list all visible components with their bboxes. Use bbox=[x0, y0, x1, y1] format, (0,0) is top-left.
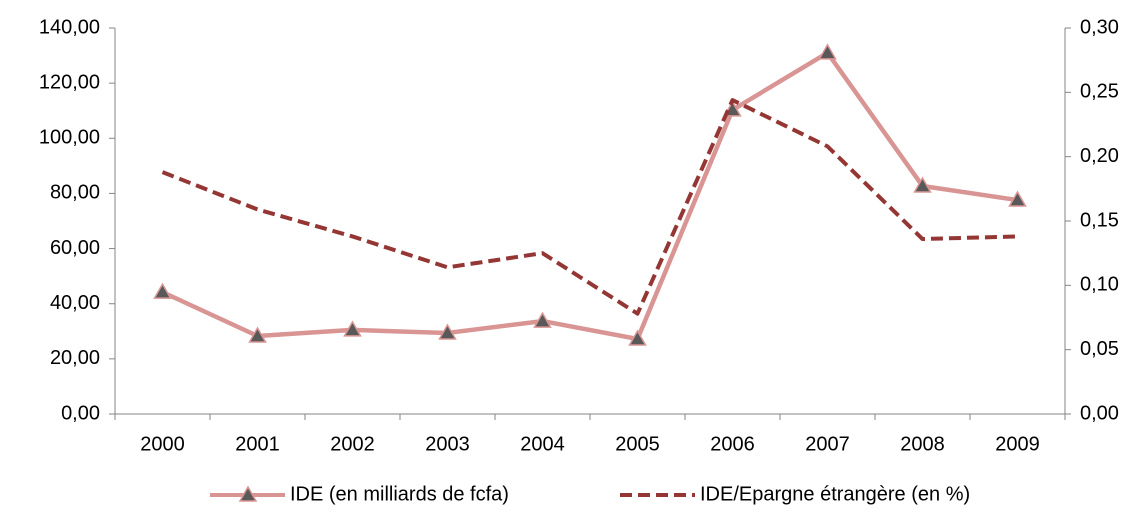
marker bbox=[343, 320, 362, 337]
y-tick-label: 60,00 bbox=[50, 237, 100, 259]
marker bbox=[628, 329, 647, 346]
series-line bbox=[161, 50, 1018, 342]
legend-label: IDE/Epargne étrangère (en %) bbox=[700, 483, 970, 505]
y-tick-label: 120,00 bbox=[39, 71, 100, 93]
x-tick-label: 2008 bbox=[900, 433, 945, 455]
legend-label: IDE (en milliards de fcfa) bbox=[290, 483, 509, 505]
x-tick-label: 2001 bbox=[235, 433, 280, 455]
y-tick-label: 140,00 bbox=[39, 16, 100, 38]
legend-marker bbox=[238, 485, 258, 502]
y2-tick-label: 0,25 bbox=[1080, 81, 1119, 103]
y-tick-label: 20,00 bbox=[50, 347, 100, 369]
y2-tick-label: 0,05 bbox=[1080, 338, 1119, 360]
y2-tick-label: 0,15 bbox=[1080, 209, 1119, 231]
marker bbox=[438, 323, 457, 340]
series-line bbox=[161, 98, 1018, 316]
x-tick-label: 2000 bbox=[140, 433, 185, 455]
x-tick-label: 2002 bbox=[330, 433, 375, 455]
marker bbox=[533, 311, 552, 328]
y-tick-label: 0,00 bbox=[61, 402, 100, 424]
y2-tick-label: 0,00 bbox=[1080, 402, 1119, 424]
marker bbox=[818, 43, 837, 60]
marker bbox=[913, 176, 932, 193]
y-tick-label: 80,00 bbox=[50, 182, 100, 204]
y-tick-label: 40,00 bbox=[50, 292, 100, 314]
x-tick-label: 2004 bbox=[520, 433, 565, 455]
y2-tick-label: 0,20 bbox=[1080, 145, 1119, 167]
x-tick-label: 2009 bbox=[995, 433, 1040, 455]
x-tick-label: 2003 bbox=[425, 433, 470, 455]
marker bbox=[248, 326, 267, 343]
marker bbox=[153, 282, 172, 299]
y2-tick-label: 0,10 bbox=[1080, 274, 1119, 296]
x-tick-label: 2007 bbox=[805, 433, 850, 455]
y-tick-label: 100,00 bbox=[39, 127, 100, 149]
marker bbox=[1008, 190, 1027, 207]
y2-tick-label: 0,30 bbox=[1080, 16, 1119, 38]
x-tick-label: 2005 bbox=[615, 433, 660, 455]
x-tick-label: 2006 bbox=[710, 433, 755, 455]
